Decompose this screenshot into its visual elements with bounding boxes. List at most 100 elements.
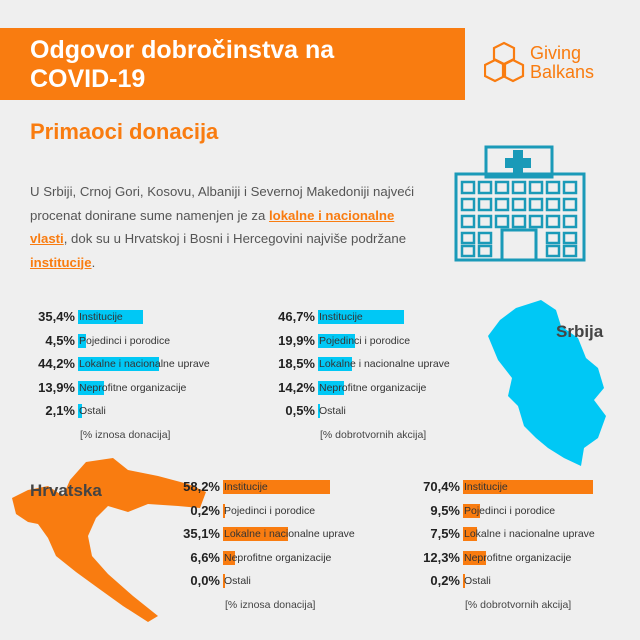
window-mark — [460, 180, 476, 195]
bar-row: 6,6% Neprofitne organizacije — [145, 550, 405, 566]
bar-row: 0,2% Pojedinci i porodice — [145, 503, 405, 519]
value-label: 0,2% — [190, 502, 220, 518]
value-label: 19,9% — [278, 332, 315, 348]
window-mark — [562, 197, 578, 212]
bar-row: 13,9% Neprofitne organizacije — [0, 380, 260, 396]
logo-line2: Balkans — [530, 62, 595, 82]
bar-row: 4,5% Pojedinci i porodice — [0, 333, 260, 349]
window-mark — [545, 214, 561, 229]
value-label: 35,1% — [183, 526, 220, 541]
bar-row: 0,0% Ostali — [145, 573, 405, 589]
value-label: 12,3% — [423, 549, 460, 565]
category-label: Ostali — [319, 405, 346, 417]
window-mark — [562, 214, 578, 229]
bar — [463, 503, 481, 518]
window-mark — [460, 214, 476, 229]
title-line1: Odgovor dobročinstva na — [30, 36, 335, 64]
category-label: Pojedinci i porodice — [224, 504, 316, 517]
window-mark — [494, 180, 510, 195]
window-mark — [562, 180, 578, 195]
title-line2: COVID-19 — [30, 65, 146, 93]
value-label: 7,5% — [430, 526, 460, 541]
bar — [318, 404, 320, 418]
value-label: 44,2% — [38, 356, 75, 371]
category-label: Ostali — [464, 575, 491, 587]
value-label: 13,9% — [38, 379, 75, 395]
category-label: Lokalne i nacionalne uprave — [224, 528, 355, 540]
serbia-map — [488, 300, 606, 466]
window-mark — [477, 244, 493, 258]
value-label: 14,2% — [278, 379, 315, 395]
window-mark — [528, 197, 544, 212]
value-label: 4,5% — [45, 332, 75, 348]
category-label: Pojedinci i porodice — [464, 504, 556, 517]
bar — [78, 404, 82, 418]
window-mark — [545, 197, 561, 212]
bar — [463, 527, 477, 541]
bar — [78, 380, 104, 395]
value-label: 58,2% — [183, 479, 220, 494]
bar-row: 14,2% Neprofitne organizacije — [240, 380, 500, 396]
window-mark — [528, 180, 544, 195]
window-mark — [545, 231, 561, 245]
window-mark — [460, 197, 476, 212]
category-label: Ostali — [224, 575, 251, 587]
category-label: Lokalne i nacionalne uprave — [464, 528, 595, 540]
para-text: U Srbiji, Crnoj Gori, Kosovu, Albaniji i… — [30, 184, 415, 223]
value-label: 0,0% — [190, 573, 220, 588]
logo-text: Giving Balkans — [530, 44, 594, 82]
value-label: 18,5% — [278, 356, 315, 371]
value-label: 6,6% — [190, 549, 220, 565]
window-mark — [494, 197, 510, 212]
value-label: 35,4% — [38, 309, 75, 324]
category-label: Neprofitne organizacije — [224, 551, 332, 564]
category-label: Ostali — [79, 405, 106, 417]
axis-label: [% dobrotvornih akcija] — [465, 598, 572, 611]
para-text: , dok su u Hrvatskoj i Bosni i Hercegovi… — [63, 231, 407, 246]
bar — [223, 503, 225, 518]
bar-row: 9,5% Pojedinci i porodice — [385, 503, 640, 519]
bar-row: 0,2% Ostali — [385, 573, 640, 589]
window-mark — [477, 231, 493, 245]
category-label: Institucije — [79, 311, 123, 323]
window-mark — [511, 180, 527, 195]
window-mark — [545, 180, 561, 195]
window-mark — [477, 180, 493, 195]
section-title: Primaoci donacija — [30, 119, 219, 144]
category-label: Pojedinci i porodice — [319, 334, 411, 347]
bar — [223, 480, 331, 494]
bar-row: 46,7% Institucije — [240, 309, 500, 325]
category-label: Pojedinci i porodice — [79, 334, 171, 347]
window-mark — [528, 214, 544, 229]
category-label: Neprofitne organizacije — [464, 551, 572, 564]
para-text: . — [91, 254, 96, 270]
bar — [463, 550, 486, 565]
giving-balkans-logo-icon — [484, 41, 525, 83]
header-banner: Odgovor dobročinstva na COVID-19 — [0, 28, 465, 100]
category-label: Neprofitne organizacije — [319, 381, 427, 394]
bar-row: 0,5% Ostali — [240, 403, 500, 419]
window-mark — [562, 244, 578, 258]
bar-row: 70,4% Institucije — [385, 479, 640, 495]
highlight-institutions: institucije — [30, 254, 92, 270]
bar — [78, 310, 144, 324]
window-mark — [460, 231, 476, 245]
bar-row: 2,1% Ostali — [0, 403, 260, 419]
window-mark — [477, 214, 493, 229]
category-label: Institucije — [464, 481, 508, 493]
category-label: Institucije — [319, 311, 363, 323]
category-label: Lokalne i nacionalne uprave — [79, 358, 210, 370]
highlight-authorities: lokalne i nacionalne vlasti — [30, 207, 395, 247]
window-mark — [562, 231, 578, 245]
croatia-map — [12, 458, 206, 622]
bar — [318, 333, 355, 348]
value-label: 0,2% — [430, 573, 460, 588]
bar-row: 7,5% Lokalne i nacionalne uprave — [385, 526, 640, 542]
bar — [223, 550, 236, 565]
category-label: Institucije — [224, 481, 268, 493]
bar — [223, 527, 288, 541]
logo-line1: Giving — [530, 43, 582, 63]
map-label-serbia: Srbija — [556, 322, 604, 341]
bar-row: 35,1% Lokalne i nacionalne uprave — [145, 526, 405, 542]
window-mark — [477, 197, 493, 212]
